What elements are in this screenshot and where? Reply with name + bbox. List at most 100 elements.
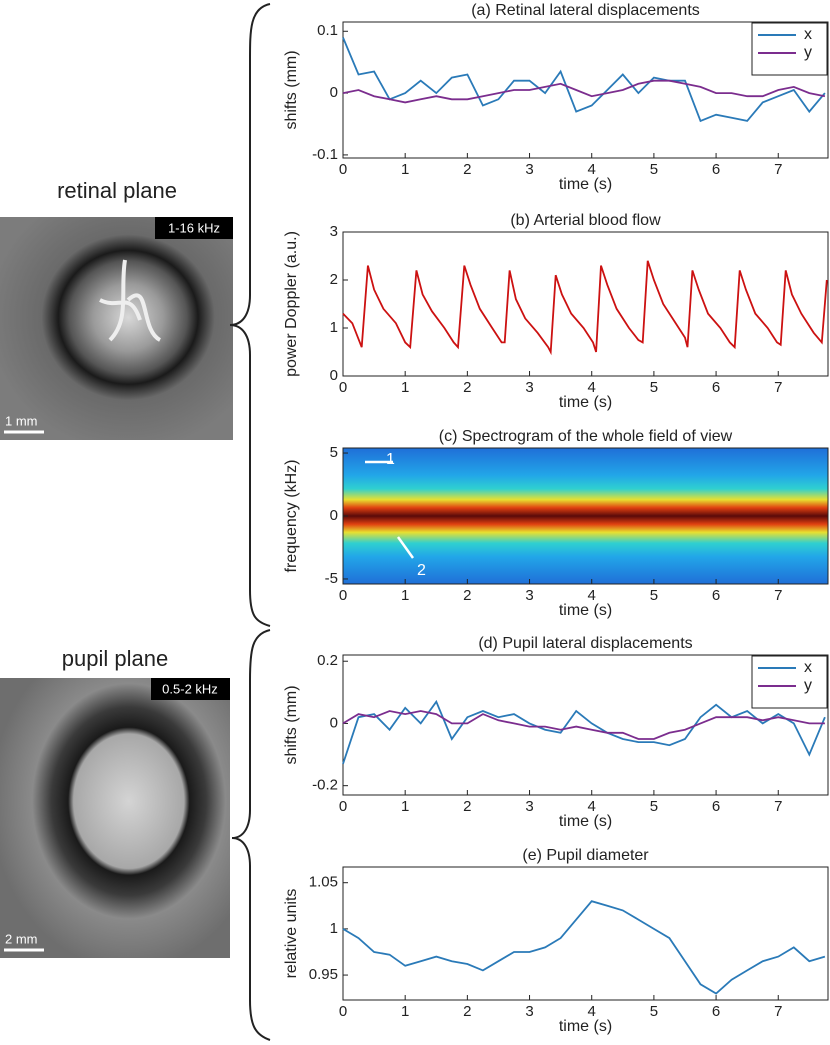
retinal-panel: retinal plane 1-16 kHz 1 mm bbox=[0, 178, 233, 440]
x-tick-label: 6 bbox=[712, 798, 720, 815]
x-tick-label: 6 bbox=[712, 379, 720, 396]
x-axis-label: time (s) bbox=[559, 813, 612, 830]
pupil-panel: pupil plane 0.5-2 kHz 2 mm bbox=[0, 646, 230, 958]
y-tick-label: -0.2 bbox=[312, 777, 338, 794]
x-tick-label: 4 bbox=[588, 161, 596, 178]
y-tick-label: 0.95 bbox=[309, 966, 338, 983]
x-tick-label: 1 bbox=[401, 161, 409, 178]
x-tick-label: 6 bbox=[712, 161, 720, 178]
x-tick-label: 7 bbox=[774, 1003, 782, 1020]
x-tick-label: 1 bbox=[401, 798, 409, 815]
data-line bbox=[342, 37, 826, 123]
chart-title: (a) Retinal lateral displacements bbox=[471, 2, 700, 19]
x-tick-label: 5 bbox=[650, 1003, 658, 1020]
x-tick-label: 0 bbox=[339, 1003, 347, 1020]
chart-title: (d) Pupil lateral displacements bbox=[478, 635, 692, 652]
data-line bbox=[342, 260, 828, 356]
x-tick-label: 1 bbox=[401, 1003, 409, 1020]
plot-frame bbox=[342, 654, 829, 796]
y-tick-label: 1 bbox=[330, 319, 338, 336]
x-tick-label: 3 bbox=[525, 798, 533, 815]
y-tick-label: 0.1 bbox=[317, 22, 338, 39]
y-tick-label: 3 bbox=[330, 223, 338, 240]
x-tick-label: 7 bbox=[774, 379, 782, 396]
legend-box bbox=[751, 22, 828, 76]
badge-bg bbox=[155, 217, 233, 239]
x-tick-label: 4 bbox=[588, 587, 596, 604]
x-tick-label: 5 bbox=[650, 587, 658, 604]
x-tick-label: 1 bbox=[401, 587, 409, 604]
spectrogram bbox=[343, 448, 828, 584]
legend-label: x bbox=[804, 26, 812, 43]
badge: 1-16 kHz bbox=[168, 220, 220, 235]
chart-title: (c) Spectrogram of the whole field of vi… bbox=[439, 428, 733, 445]
plot-frame bbox=[342, 231, 829, 377]
x-tick-label: 2 bbox=[463, 798, 471, 815]
plot-frame bbox=[342, 866, 829, 1001]
y-tick-label: 5 bbox=[330, 444, 338, 461]
panel-label: retinal plane bbox=[57, 178, 177, 203]
y-tick-label: 0.2 bbox=[317, 652, 338, 669]
legend-label: x bbox=[804, 659, 812, 676]
arrow bbox=[396, 536, 415, 559]
data-line bbox=[342, 699, 826, 765]
x-tick-label: 2 bbox=[463, 1003, 471, 1020]
x-tick-label: 5 bbox=[650, 379, 658, 396]
y-tick-label: 0 bbox=[330, 714, 338, 731]
legend-label: y bbox=[804, 44, 812, 61]
badge: 0.5-2 kHz bbox=[162, 681, 218, 696]
x-tick-label: 6 bbox=[712, 587, 720, 604]
x-tick-label: 1 bbox=[401, 379, 409, 396]
x-axis-label: time (s) bbox=[559, 602, 612, 619]
y-tick-label: 2 bbox=[330, 271, 338, 288]
data-line bbox=[342, 710, 825, 740]
y-axis-label: power Doppler (a.u.) bbox=[283, 231, 300, 377]
y-tick-label: -0.1 bbox=[312, 146, 338, 163]
annotation: 2 bbox=[417, 562, 426, 579]
y-tick-label: 1.05 bbox=[309, 874, 338, 891]
x-tick-label: 7 bbox=[774, 161, 782, 178]
y-tick-label: 0 bbox=[330, 507, 338, 524]
scale-label: 2 mm bbox=[5, 931, 38, 946]
x-axis-label: time (s) bbox=[559, 394, 612, 411]
x-tick-label: 2 bbox=[463, 587, 471, 604]
vessels bbox=[99, 259, 162, 342]
y-axis-label: relative units bbox=[283, 889, 300, 979]
chart-title: (b) Arterial blood flow bbox=[510, 212, 661, 229]
x-tick-label: 4 bbox=[588, 798, 596, 815]
panel-label: pupil plane bbox=[62, 646, 168, 671]
x-tick-label: 3 bbox=[525, 587, 533, 604]
pupil-image bbox=[0, 678, 230, 958]
brace bbox=[231, 629, 271, 1041]
x-tick-label: 4 bbox=[588, 379, 596, 396]
x-tick-label: 5 bbox=[650, 161, 658, 178]
x-tick-label: 3 bbox=[525, 1003, 533, 1020]
plot-frame bbox=[342, 21, 829, 159]
x-tick-label: 7 bbox=[774, 798, 782, 815]
legend-box bbox=[751, 655, 828, 709]
x-tick-label: 5 bbox=[650, 798, 658, 815]
y-tick-label: -5 bbox=[325, 570, 338, 587]
x-axis-label: time (s) bbox=[559, 176, 612, 193]
x-tick-label: 2 bbox=[463, 379, 471, 396]
y-tick-label: 0 bbox=[330, 367, 338, 384]
y-tick-label: 1 bbox=[330, 920, 338, 937]
x-tick-label: 3 bbox=[525, 379, 533, 396]
data-line bbox=[342, 79, 826, 104]
x-tick-label: 0 bbox=[339, 587, 347, 604]
x-tick-label: 0 bbox=[339, 379, 347, 396]
x-tick-label: 4 bbox=[588, 1003, 596, 1020]
x-tick-label: 7 bbox=[774, 587, 782, 604]
x-tick-label: 0 bbox=[339, 798, 347, 815]
chart-title: (e) Pupil diameter bbox=[522, 847, 649, 864]
x-tick-label: 3 bbox=[525, 161, 533, 178]
data-line bbox=[342, 900, 826, 995]
annotation: 1 bbox=[386, 451, 395, 468]
y-axis-label: shifts (mm) bbox=[283, 685, 300, 764]
x-axis-label: time (s) bbox=[559, 1018, 612, 1035]
brace bbox=[229, 3, 271, 627]
badge-bg bbox=[151, 678, 230, 700]
legend-label: y bbox=[804, 677, 812, 694]
y-tick-label: 0 bbox=[330, 84, 338, 101]
y-axis-label: shifts (mm) bbox=[283, 50, 300, 129]
